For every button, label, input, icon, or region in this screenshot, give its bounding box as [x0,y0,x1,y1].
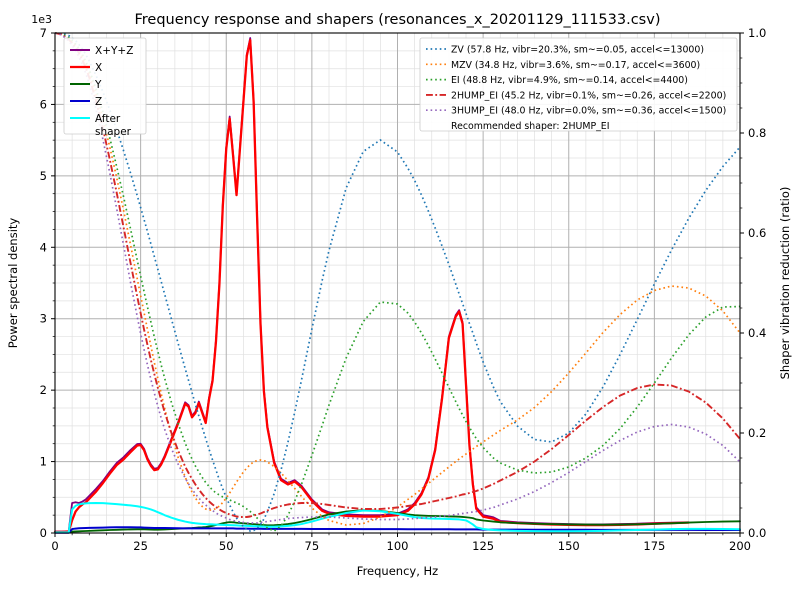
legend-left-label: X+Y+Z [95,45,133,57]
y-axis-right: 0.0 0.2 0.4 0.6 0.8 1.0 [740,26,766,540]
series-line-ei [54,32,741,532]
y-tick-label-right: 0.6 [748,226,766,240]
y-tick-label-right: 0.4 [748,326,766,340]
legend-left-item[interactable]: X [70,62,102,74]
series-line-mzv [54,32,741,526]
y-tick-label-right: 0.8 [748,126,766,140]
series-line-x [53,38,690,534]
legend-right-box [419,37,738,132]
x-tick-label: 200 [729,539,751,553]
x-tick-label: 75 [305,539,320,553]
y-tick-label: 4 [40,240,47,254]
legend-right-item[interactable]: ZV (57.8 Hz, vibr=20.3%, sm~=0.05, accel… [426,45,704,56]
legend-right-label: 3HUMP_EI (48.0 Hz, vibr=0.0%, sm~=0.36, … [451,106,726,117]
series-line-after [54,502,741,534]
series-line-2hump_ei [54,32,741,518]
y-axis-label-left: Power spectral density [6,218,20,349]
legend-left-label: Z [95,96,102,108]
y-tick-label: 7 [40,26,47,40]
legend-left-item[interactable]: X+Y+Z [70,45,133,57]
legend-right-item[interactable]: 2HUMP_EI (45.2 Hz, vibr=0.1%, sm~=0.26, … [426,90,726,101]
y-tick-label: 2 [40,383,47,397]
legend-left-label: Y [94,79,102,91]
legend-right-label: 2HUMP_EI (45.2 Hz, vibr=0.1%, sm~=0.26, … [451,90,726,101]
recommended-shaper-annotation: Recommended shaper: 2HUMP_EI [451,121,610,132]
series-line-y [54,509,741,534]
data-series-group [53,32,741,534]
x-axis: 0 25 50 75 100 125 150 175 200 [51,533,751,553]
legend-left-label: X [95,62,102,74]
y-tick-label: 6 [40,97,47,111]
x-tick-label: 100 [387,539,409,553]
legend-right-label: ZV (57.8 Hz, vibr=20.3%, sm~=0.05, accel… [451,45,704,56]
legend-right-label: MZV (34.8 Hz, vibr=3.6%, sm~=0.17, accel… [451,60,700,71]
y-axis-left: 0 1 2 3 4 5 6 7 [40,26,55,540]
x-axis-label: Frequency, Hz [357,564,438,578]
x-tick-label: 25 [133,539,148,553]
x-tick-label: 125 [472,539,494,553]
y-tick-label: 0 [40,526,47,540]
y-tick-label: 5 [40,169,47,183]
x-tick-label: 175 [643,539,665,553]
legend-left-item[interactable]: Z [70,96,102,108]
y-tick-label-right: 0.0 [748,526,766,540]
y-tick-label: 3 [40,312,47,326]
x-tick-label: 50 [219,539,234,553]
legend-left-item[interactable]: Y [70,79,102,91]
legend-right-item[interactable]: EI (48.8 Hz, vibr=4.9%, sm~=0.14, accel<… [426,75,688,86]
y-tick-label: 1 [40,455,47,469]
y-tick-label-right: 1.0 [748,26,766,40]
legend-left-label: After [95,113,121,125]
y-tick-label-right: 0.2 [748,426,766,440]
y-axis-offset-text: 1e3 [31,13,52,26]
chart-title: Frequency response and shapers (resonanc… [135,12,661,28]
legend-left-box [63,37,147,135]
y-axis-label-right: Shaper vibration reduction (ratio) [778,187,792,380]
legend-right-item[interactable]: MZV (34.8 Hz, vibr=3.6%, sm~=0.17, accel… [426,60,700,71]
legend-right: ZV (57.8 Hz, vibr=20.3%, sm~=0.05, accel… [419,37,738,132]
legend-left-label: shaper [95,126,132,138]
series-line-zv [54,32,741,532]
legend-right-item[interactable]: 3HUMP_EI (48.0 Hz, vibr=0.0%, sm~=0.36, … [426,106,726,117]
x-tick-label: 150 [558,539,580,553]
x-tick-label: 0 [51,539,58,553]
legend-right-label: EI (48.8 Hz, vibr=4.9%, sm~=0.14, accel<… [451,75,688,86]
